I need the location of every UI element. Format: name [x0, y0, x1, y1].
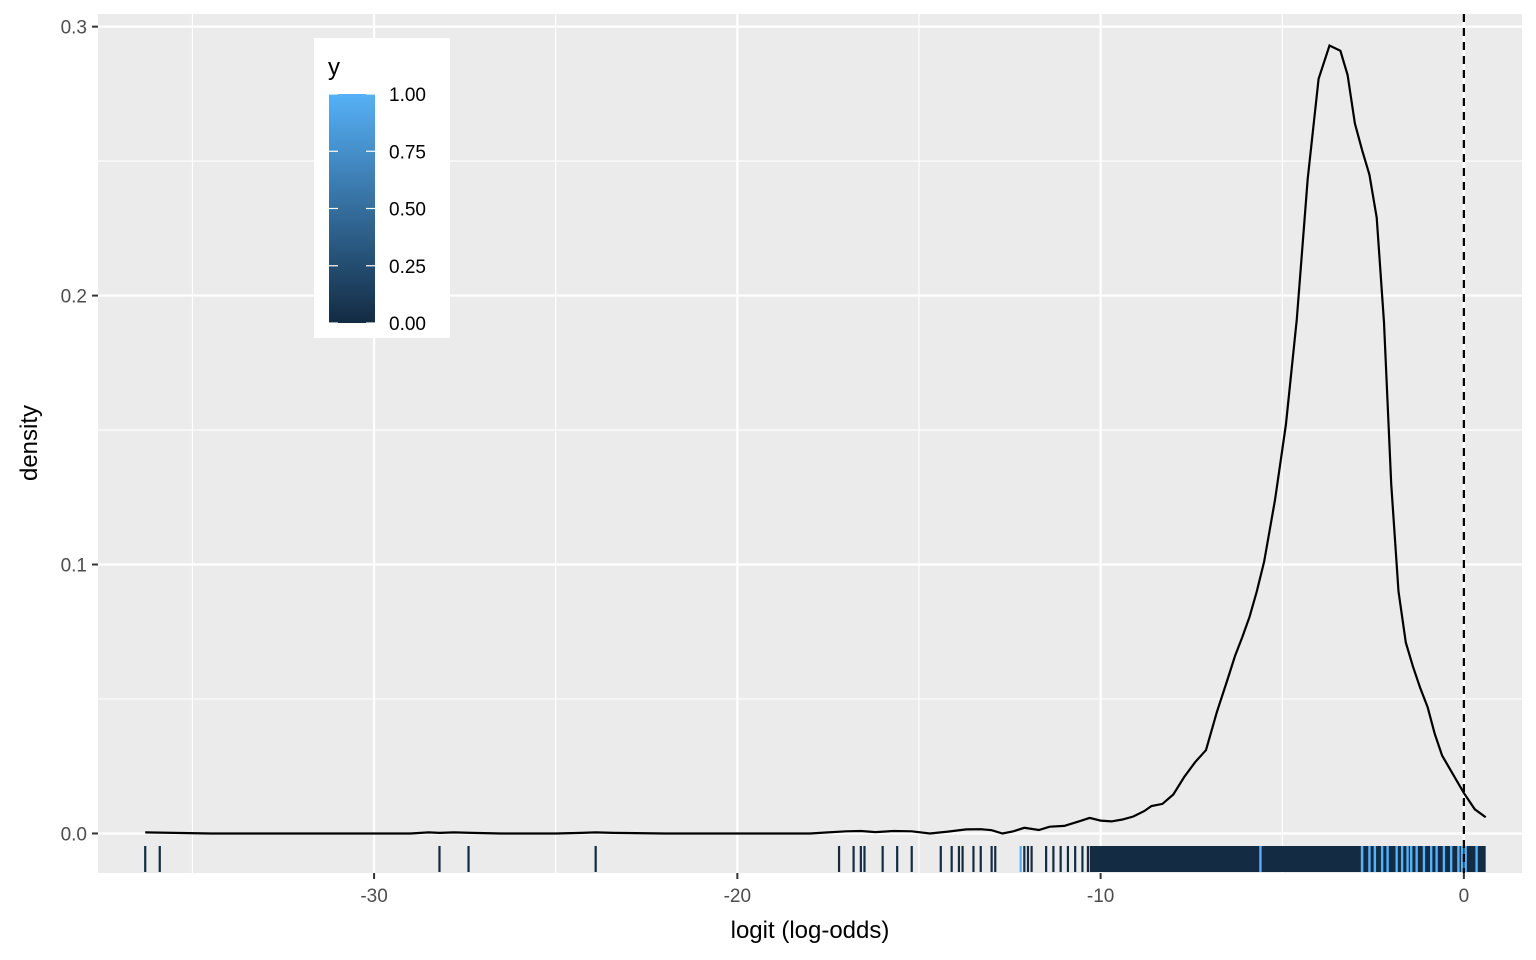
x-tick-label: -30	[360, 886, 387, 907]
legend-label: 0.00	[389, 314, 426, 335]
legend-title: y	[328, 54, 340, 81]
x-tick-label: -20	[724, 886, 751, 907]
x-tick-label: 0	[1459, 886, 1470, 907]
legend-label: 0.75	[389, 142, 426, 163]
rug-band	[1089, 846, 1361, 872]
legend: y 1.00 0.75 0.50 0.25 0.00	[314, 38, 450, 338]
rug-ticks	[144, 846, 1486, 872]
y-axis-title: density	[16, 405, 43, 481]
legend-breaks: 1.00 0.75 0.50 0.25 0.00	[329, 85, 426, 335]
legend-label: 1.00	[389, 85, 426, 106]
legend-label: 0.50	[389, 200, 426, 221]
y-axis: 0.0 0.1 0.2 0.3	[61, 18, 98, 845]
density-curve	[145, 43, 1487, 835]
y-tick-label: 0.1	[61, 556, 87, 577]
plot-panel	[98, 14, 1522, 873]
legend-label: 0.25	[389, 257, 426, 278]
x-tick-label: -10	[1087, 886, 1114, 907]
y-tick-label: 0.3	[61, 18, 87, 39]
y-tick-label: 0.2	[61, 287, 87, 308]
y-tick-label: 0.0	[61, 824, 87, 845]
x-axis-title: logit (log-odds)	[731, 917, 890, 944]
x-axis: -30 -20 -10 0	[360, 873, 1469, 907]
